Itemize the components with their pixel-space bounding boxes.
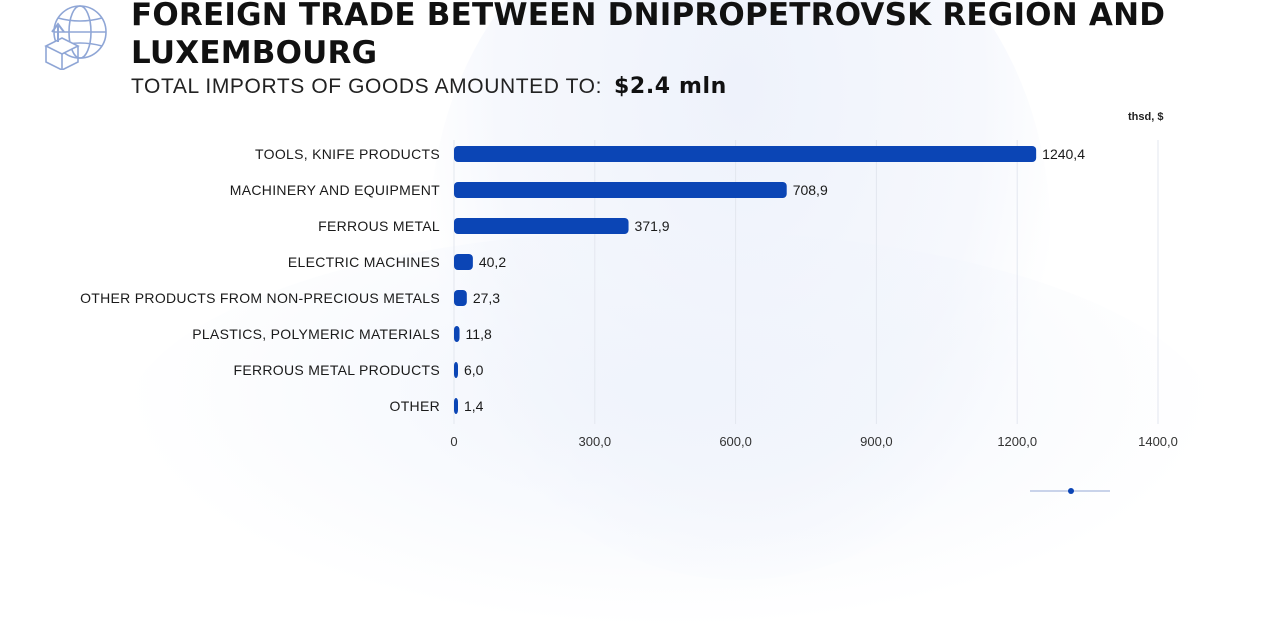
data-label: 1,4 <box>464 398 484 414</box>
data-label: 27,3 <box>473 290 500 306</box>
subtitle-label: TOTAL IMPORTS OF GOODS AMOUNTED TO: <box>131 75 603 98</box>
category-label: MACHINERY AND EQUIPMENT <box>230 182 440 198</box>
subtitle: TOTAL IMPORTS OF GOODS AMOUNTED TO: $2.4… <box>131 74 727 99</box>
total-imports-value: $2.4 mln <box>614 74 727 99</box>
x-tick-label: 300,0 <box>579 434 612 449</box>
bar <box>454 146 1037 162</box>
bar <box>454 398 458 414</box>
data-label: 6,0 <box>464 362 484 378</box>
x-tick-label: 1200,0 <box>997 434 1037 449</box>
category-label: OTHER <box>390 398 441 414</box>
bar <box>454 182 787 198</box>
data-label: 1240,4 <box>1042 146 1085 162</box>
category-label: FERROUS METAL PRODUCTS <box>233 362 440 378</box>
bar <box>454 218 629 234</box>
data-label: 371,9 <box>635 218 670 234</box>
bar-chart: 0 300,0 600,0 900,0 1200,0 1400,0 TOOLS, KNIFE… <box>80 140 1178 449</box>
x-tick-label: 600,0 <box>719 434 752 449</box>
category-label: PLASTICS, POLYMERIC MATERIALS <box>192 326 440 342</box>
data-label: 708,9 <box>793 182 828 198</box>
footer-dot <box>1068 488 1074 494</box>
data-label: 11,8 <box>466 326 492 342</box>
x-tick-label: 0 <box>450 434 457 449</box>
x-tick-label: 900,0 <box>860 434 893 449</box>
page-title: FOREIGN TRADE BETWEEN DNIPROPETROVSK REG… <box>131 0 1166 71</box>
globe-box-arrow-icon <box>44 5 107 70</box>
category-label: TOOLS, KNIFE PRODUCTS <box>255 146 440 162</box>
data-label: 40,2 <box>479 254 506 270</box>
bar <box>454 362 458 378</box>
category-label: OTHER PRODUCTS FROM NON-PRECIOUS METALS <box>80 290 440 306</box>
bar <box>454 254 473 270</box>
category-label: ELECTRIC MACHINES <box>288 254 440 270</box>
unit-label: thsd, $ <box>1128 111 1164 123</box>
bar <box>454 290 467 306</box>
bar <box>454 326 460 342</box>
category-label: FERROUS METAL <box>318 218 440 234</box>
x-tick-label: 1400,0 <box>1138 434 1178 449</box>
